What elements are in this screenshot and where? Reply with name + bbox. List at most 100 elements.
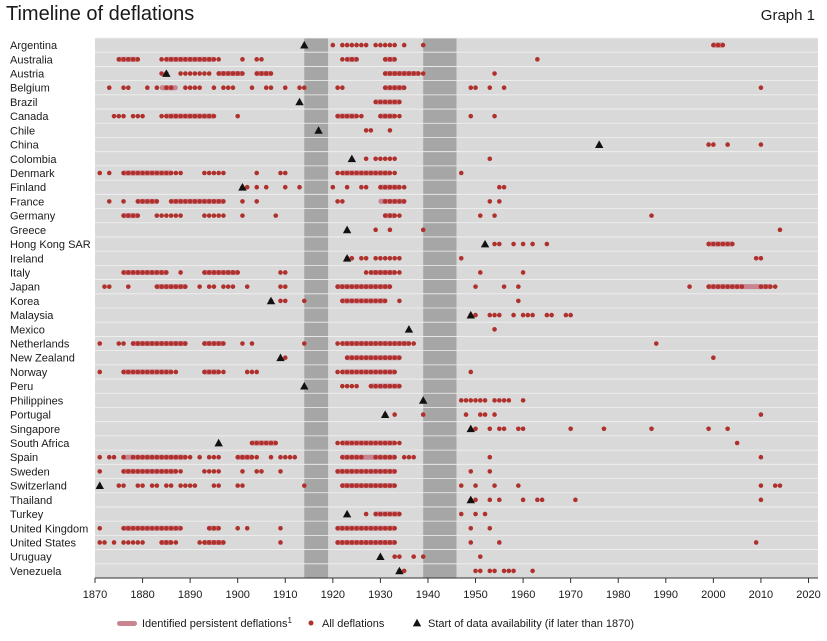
deflation-dot-denmark-1882 bbox=[149, 170, 155, 176]
deflation-dot-denmark-1888 bbox=[178, 170, 183, 176]
deflation-dot-japan-1923 bbox=[344, 284, 350, 289]
deflation-dot-united-states-1874 bbox=[111, 540, 117, 545]
deflation-dot-netherlands-1875 bbox=[116, 341, 122, 346]
deflation-dot-australia-1886 bbox=[168, 57, 174, 62]
deflation-dot-argentina-1926 bbox=[359, 42, 364, 48]
deflation-dot-united-kingdom-1927 bbox=[363, 525, 369, 531]
deflation-dot-germany-1877 bbox=[125, 213, 131, 218]
deflation-dot-sweden-1894 bbox=[206, 469, 212, 474]
deflation-dot-south-africa-1931 bbox=[382, 440, 388, 446]
deflation-dot-korea-1910 bbox=[282, 298, 288, 304]
deflation-dot-chile-1927 bbox=[363, 128, 369, 133]
persistent-deflation-netherlands-1878 bbox=[131, 341, 188, 347]
deflation-dot-italy-1894 bbox=[206, 270, 212, 275]
deflation-dot-spain-1935 bbox=[401, 454, 407, 460]
deflation-dot-argentina-1935 bbox=[401, 42, 407, 48]
deflation-dot-denmark-1921 bbox=[335, 170, 340, 176]
deflation-dot-denmark-1883 bbox=[154, 170, 160, 176]
deflation-dot-korea-1927 bbox=[363, 298, 369, 304]
deflation-dot-hong-kong-sar-2004 bbox=[730, 241, 735, 247]
deflation-dot-switzerland-1890 bbox=[187, 483, 193, 488]
deflation-dot-canada-1922 bbox=[340, 113, 345, 119]
deflation-dot-denmark-1925 bbox=[354, 170, 359, 176]
deflation-dot-italy-1909 bbox=[278, 270, 283, 275]
deflation-dot-norway-1876 bbox=[121, 369, 126, 375]
deflation-dot-austria-1937 bbox=[411, 71, 416, 76]
deflation-dot-australia-1878 bbox=[130, 57, 136, 62]
deflation-dot-germany-1876 bbox=[121, 213, 126, 218]
deflation-dot-finland-1934 bbox=[397, 184, 402, 190]
deflation-dot-switzerland-1882 bbox=[149, 483, 155, 488]
deflation-dot-south-africa-1924 bbox=[349, 440, 355, 446]
deflation-dot-norway-1928 bbox=[368, 369, 374, 375]
deflation-dot-argentina-1929 bbox=[373, 42, 378, 48]
deflation-dot-austria-1896 bbox=[216, 71, 221, 76]
deflation-dot-south-africa-1934 bbox=[397, 440, 402, 446]
deflation-dot-japan-1927 bbox=[363, 284, 369, 289]
data-start-marker-mexico bbox=[404, 325, 414, 333]
deflation-dot-sweden-1928 bbox=[368, 469, 374, 474]
deflation-dot-sweden-1930 bbox=[378, 469, 383, 474]
deflation-dot-austria-1904 bbox=[254, 71, 260, 76]
deflation-dot-denmark-1886 bbox=[168, 170, 174, 176]
deflation-dot-sweden-1877 bbox=[125, 469, 131, 474]
deflation-dot-united-kingdom-1931 bbox=[382, 525, 388, 531]
deflation-dot-norway-1923 bbox=[344, 369, 350, 375]
deflation-dot-france-1893 bbox=[202, 199, 207, 204]
deflation-dot-switzerland-1914 bbox=[301, 483, 307, 488]
deflation-dot-switzerland-1928 bbox=[368, 483, 374, 488]
deflation-dot-sweden-1922 bbox=[340, 469, 345, 474]
deflation-dot-philippines-1957 bbox=[506, 398, 512, 403]
deflation-dot-denmark-1910 bbox=[282, 170, 288, 176]
deflation-dot-korea-1923 bbox=[344, 298, 350, 304]
deflation-dot-finland-1932 bbox=[387, 184, 393, 190]
deflation-dot-australia-1890 bbox=[187, 57, 193, 62]
deflation-dot-united-states-1894 bbox=[206, 540, 212, 545]
chart-title: Timeline of deflations bbox=[6, 3, 195, 25]
deflation-dot-south-africa-1932 bbox=[387, 440, 393, 446]
deflation-dot-new-zealand-1910 bbox=[282, 355, 288, 361]
deflation-dot-united-kingdom-1930 bbox=[378, 525, 383, 531]
deflation-dot-hong-kong-sar-2003 bbox=[725, 241, 730, 247]
deflation-dot-norway-1880 bbox=[140, 369, 145, 375]
deflation-dot-korea-1925 bbox=[354, 298, 359, 304]
deflation-dot-brazil-1930 bbox=[378, 99, 383, 105]
deflation-dot-japan-1873 bbox=[106, 284, 112, 289]
deflation-dot-germany-1951 bbox=[477, 213, 483, 218]
deflation-dot-ireland-1931 bbox=[382, 255, 388, 261]
deflation-dot-france-1889 bbox=[183, 199, 188, 204]
deflation-dot-finland-1926 bbox=[359, 184, 364, 190]
deflation-dot-italy-1879 bbox=[135, 270, 141, 275]
deflation-dot-austria-1892 bbox=[197, 71, 202, 76]
deflation-dot-hong-kong-sar-1960 bbox=[520, 241, 526, 247]
deflation-dot-japan-1902 bbox=[244, 284, 250, 289]
deflation-dot-germany-1901 bbox=[240, 213, 245, 218]
deflation-dot-austria-1890 bbox=[187, 71, 193, 76]
deflation-dot-netherlands-1928 bbox=[368, 341, 374, 346]
deflation-dot-denmark-1893 bbox=[202, 170, 207, 176]
country-label-ireland: Ireland bbox=[10, 253, 44, 265]
deflation-dot-france-1955 bbox=[497, 199, 502, 204]
deflation-dot-united-kingdom-1895 bbox=[211, 525, 217, 531]
deflation-dot-finland-1930 bbox=[378, 184, 383, 190]
legend-start-swatch bbox=[412, 618, 422, 627]
deflation-dot-norway-1881 bbox=[145, 369, 150, 375]
deflation-dot-singapore-1960 bbox=[520, 426, 526, 432]
deflation-dot-netherlands-1882 bbox=[149, 341, 155, 346]
deflation-dot-belgium-1932 bbox=[387, 85, 393, 91]
deflation-dot-united-kingdom-1883 bbox=[154, 525, 160, 531]
deflation-dot-korea-1924 bbox=[349, 298, 355, 304]
deflation-dot-mexico-1954 bbox=[492, 327, 497, 332]
country-label-united-kingdom: United Kingdom bbox=[10, 523, 88, 535]
data-start-marker-switzerland bbox=[95, 481, 104, 489]
deflation-dot-austria-1938 bbox=[416, 71, 421, 76]
deflation-dot-chile-1932 bbox=[387, 128, 393, 133]
deflation-dot-denmark-1877 bbox=[125, 170, 131, 176]
deflation-dot-japan-2012 bbox=[768, 284, 773, 289]
deflation-dot-sweden-1927 bbox=[363, 469, 369, 474]
deflation-dot-belgium-1877 bbox=[125, 85, 131, 91]
deflation-dot-canada-1893 bbox=[202, 113, 207, 119]
deflation-dot-canada-1921 bbox=[335, 113, 340, 119]
deflation-dot-united-states-1892 bbox=[197, 540, 202, 545]
